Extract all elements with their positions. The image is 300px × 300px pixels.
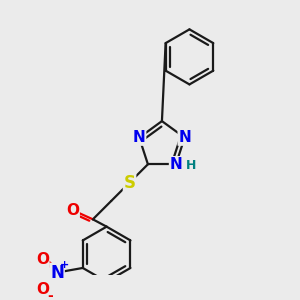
Text: +: + (60, 260, 69, 270)
Text: O: O (66, 202, 79, 217)
Text: S: S (124, 174, 136, 192)
Text: N: N (50, 263, 64, 281)
Text: O: O (36, 252, 49, 267)
Text: -: - (47, 290, 52, 300)
Text: N: N (169, 157, 182, 172)
Text: O: O (36, 282, 49, 297)
Text: N: N (133, 130, 146, 145)
Text: N: N (178, 130, 191, 145)
Text: H: H (186, 159, 196, 172)
